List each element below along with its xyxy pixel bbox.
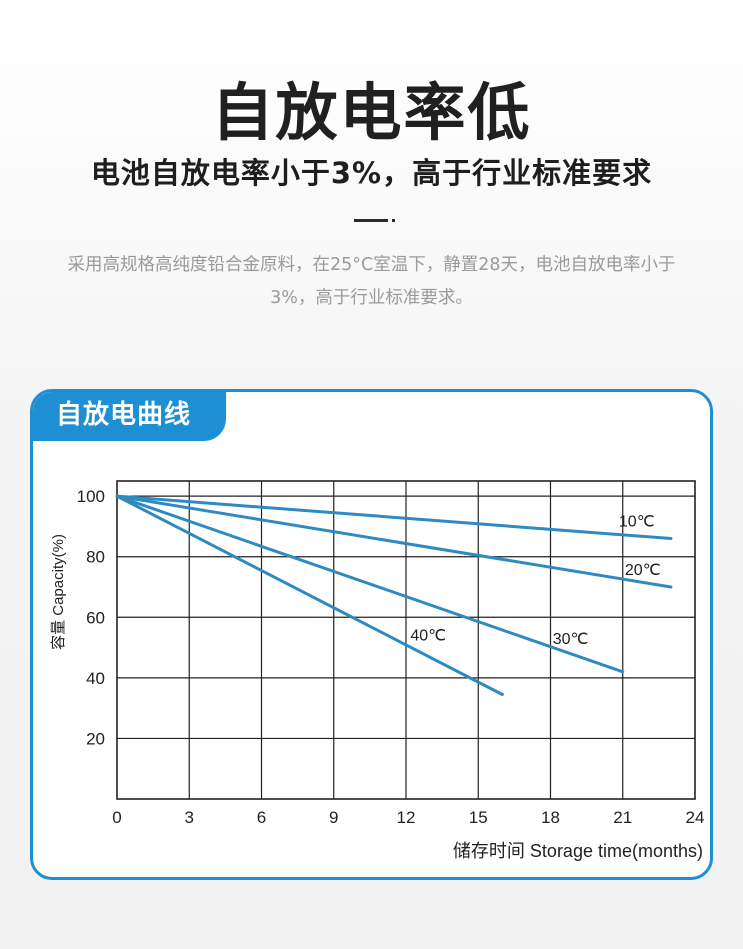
x-tick-label: 24 xyxy=(686,808,705,827)
x-axis-label: 储存时间 Storage time(months) xyxy=(453,841,703,861)
chart-series xyxy=(115,494,673,697)
y-tick-label: 20 xyxy=(86,729,105,748)
series-line xyxy=(115,494,625,674)
title-divider xyxy=(354,219,388,222)
y-tick-label: 60 xyxy=(86,608,105,627)
series-line xyxy=(115,494,673,541)
y-tick-label: 40 xyxy=(86,669,105,688)
y-axis-label: 容量 Capacity(%) xyxy=(50,534,67,650)
x-tick-label: 9 xyxy=(329,808,338,827)
chart-labels: 0 3 6 9 12 15 18 21 24 20 40 60 80 100 10℃ 20℃ 30℃ 40℃ xyxy=(77,487,705,827)
x-tick-label: 21 xyxy=(613,808,632,827)
page-title: 自放电率低 xyxy=(211,76,532,149)
x-tick-label: 0 xyxy=(112,808,121,827)
series-label: 20℃ xyxy=(625,562,661,579)
series-label: 30℃ xyxy=(553,631,589,648)
x-tick-label: 15 xyxy=(469,808,488,827)
chart-card: 自放电曲线 0 3 6 9 12 15 18 21 24 20 40 60 80 100 10℃ 20℃ 30℃… xyxy=(30,389,713,880)
chart-card-label: 自放电曲线 xyxy=(33,392,226,441)
y-tick-label: 80 xyxy=(86,548,105,567)
series-line xyxy=(115,494,504,697)
page-subtitle: 电池自放电率小于3%，高于行业标准要求 xyxy=(90,156,653,190)
chart-grid xyxy=(116,480,696,800)
x-tick-label: 6 xyxy=(257,808,266,827)
series-label: 40℃ xyxy=(410,628,446,645)
y-tick-label: 100 xyxy=(77,487,105,506)
series-label: 10℃ xyxy=(619,514,655,531)
x-tick-label: 3 xyxy=(185,808,194,827)
x-tick-label: 12 xyxy=(397,808,416,827)
self-discharge-chart: 0 3 6 9 12 15 18 21 24 20 40 60 80 100 10℃ 20℃ 30℃ 40℃ 容量… xyxy=(50,480,705,861)
x-tick-label: 18 xyxy=(541,808,560,827)
title-divider-dot xyxy=(392,219,395,222)
description-text: 采用高规格高纯度铅合金原料，在25°C室温下，静置28天，电池自放电率小于3%，… xyxy=(67,255,676,308)
series-line xyxy=(115,494,673,589)
